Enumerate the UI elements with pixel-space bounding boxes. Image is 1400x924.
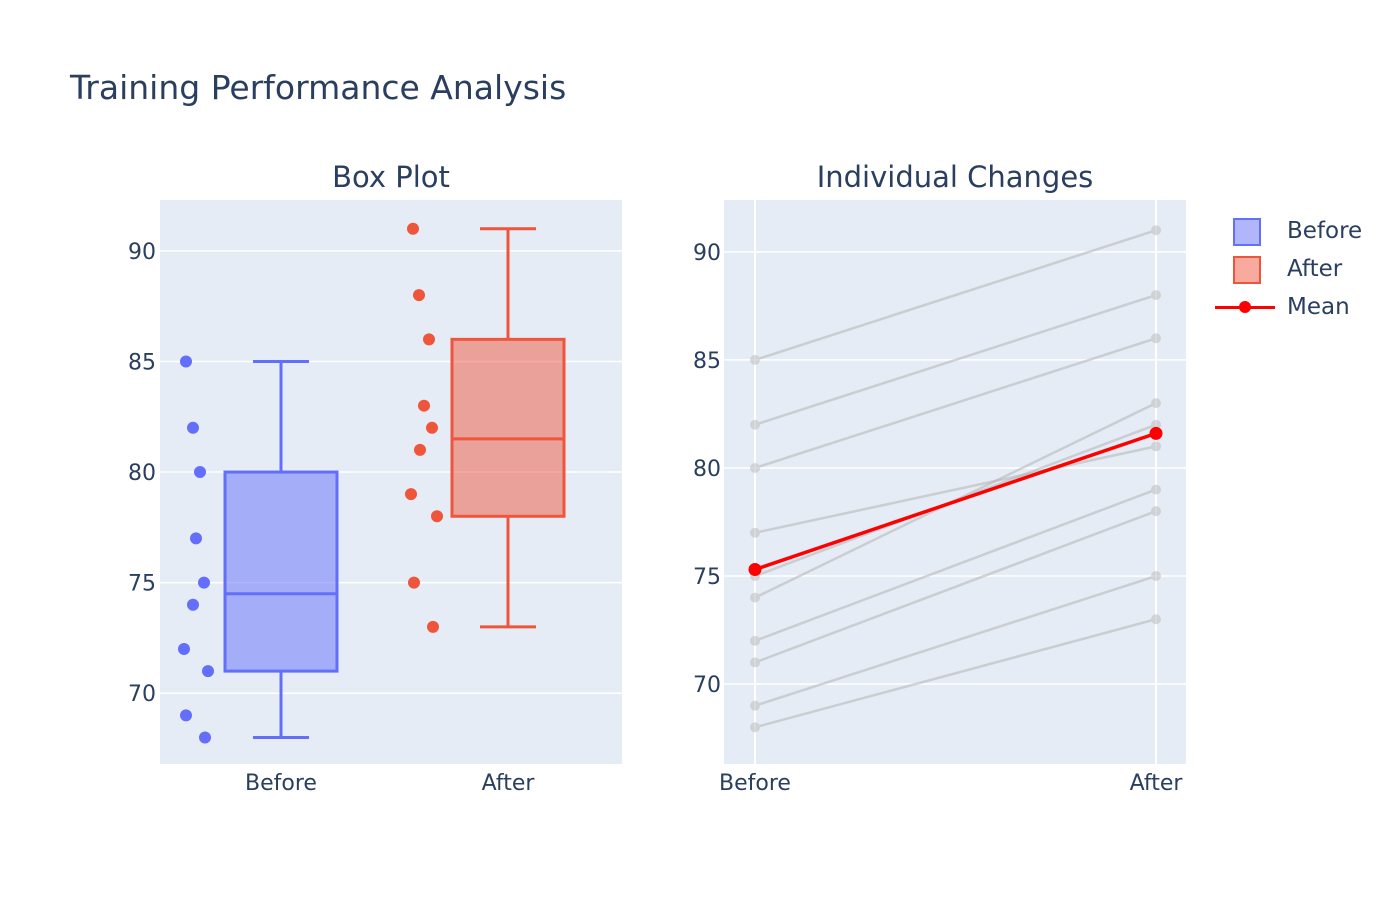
after-point [1151, 419, 1161, 430]
after-point [1151, 484, 1161, 495]
legend-label-before: Before [1287, 218, 1363, 244]
y-tick-label: 70 [128, 682, 156, 707]
individual-line [750, 441, 1161, 538]
legend-item-before[interactable]: Before [1215, 212, 1362, 250]
y-tick-label: 70 [693, 673, 721, 698]
box-plot-panel: 70 75 80 85 90 Before After [128, 200, 622, 796]
data-point [180, 355, 192, 368]
legend: Before After Mean [1215, 212, 1362, 326]
after-point [1151, 441, 1161, 452]
data-point [178, 642, 190, 655]
after-point [1151, 333, 1161, 344]
change-line [754, 488, 1157, 642]
data-point [199, 731, 211, 744]
legend-label-mean: Mean [1287, 294, 1350, 320]
data-point [187, 421, 199, 434]
change-line [754, 618, 1157, 729]
after-box-swatch-icon [1215, 254, 1275, 284]
change-line [754, 574, 1157, 707]
data-point [202, 665, 214, 678]
change-line [754, 293, 1157, 426]
legend-item-after[interactable]: After [1215, 250, 1362, 288]
after-point [1151, 614, 1161, 625]
change-line [754, 510, 1157, 664]
before-point [750, 635, 760, 646]
y-tick-label: 90 [693, 241, 721, 266]
x-tick-label: After [482, 771, 536, 796]
data-point [418, 399, 430, 412]
mean-line [748, 426, 1163, 577]
legend-label-after: After [1287, 256, 1343, 282]
box-before [178, 355, 339, 744]
mean-line-swatch-icon [1215, 292, 1275, 322]
change-line [754, 445, 1157, 535]
x-tick-label: Before [245, 771, 317, 796]
data-point [426, 421, 438, 434]
y-tick-label: 85 [128, 350, 156, 375]
after-point [1151, 506, 1161, 517]
y-tick-label: 80 [128, 461, 156, 486]
data-point [190, 532, 202, 545]
mean-point [1149, 426, 1163, 440]
x-tick-label: After [1130, 771, 1184, 796]
mean-point [748, 563, 762, 577]
iqr-box [223, 470, 339, 673]
data-point [180, 709, 192, 722]
individual-changes-panel: 70 75 80 85 90 Before After [693, 200, 1186, 796]
individual-line [750, 614, 1161, 733]
box-after [405, 222, 566, 633]
before-point [750, 722, 760, 733]
individual-line [750, 290, 1161, 430]
before-point [750, 657, 760, 668]
individual-line [750, 333, 1161, 473]
y-tick-label: 75 [693, 565, 721, 590]
y-tick-label: 80 [693, 457, 721, 482]
change-line [754, 229, 1157, 362]
data-point [414, 443, 426, 456]
before-point [750, 354, 760, 365]
data-point [194, 466, 206, 479]
after-point [1151, 290, 1161, 301]
x-tick-label: Before [719, 771, 791, 796]
individual-line [750, 225, 1161, 365]
data-point [423, 333, 435, 346]
y-tick-label: 85 [693, 349, 721, 374]
data-point [407, 222, 419, 235]
before-point [750, 592, 760, 603]
data-point [427, 620, 439, 633]
y-tick-label: 90 [128, 240, 156, 265]
before-point [750, 527, 760, 538]
individual-changes-title: Individual Changes [816, 160, 1094, 194]
after-point [1151, 571, 1161, 581]
data-point [405, 488, 417, 501]
y-tick-label: 75 [128, 572, 156, 597]
individual-line [750, 484, 1161, 646]
data-point [198, 576, 210, 589]
after-point [1151, 225, 1161, 236]
before-point [750, 419, 760, 430]
data-point [413, 289, 425, 302]
data-point [431, 510, 443, 523]
individual-line [750, 506, 1161, 668]
data-point [187, 598, 199, 611]
change-line [754, 337, 1157, 470]
after-point [1151, 398, 1161, 409]
chart-title: Training Performance Analysis [70, 68, 567, 107]
before-box-swatch-icon [1215, 216, 1275, 246]
before-point [750, 462, 760, 473]
data-point [408, 576, 420, 589]
before-point [750, 700, 760, 711]
legend-item-mean[interactable]: Mean [1215, 288, 1362, 326]
individual-line [750, 571, 1161, 711]
iqr-box [450, 337, 566, 518]
mean-segment [754, 431, 1157, 572]
box-plot-title: Box Plot [332, 160, 450, 194]
plot-area [724, 200, 1186, 764]
